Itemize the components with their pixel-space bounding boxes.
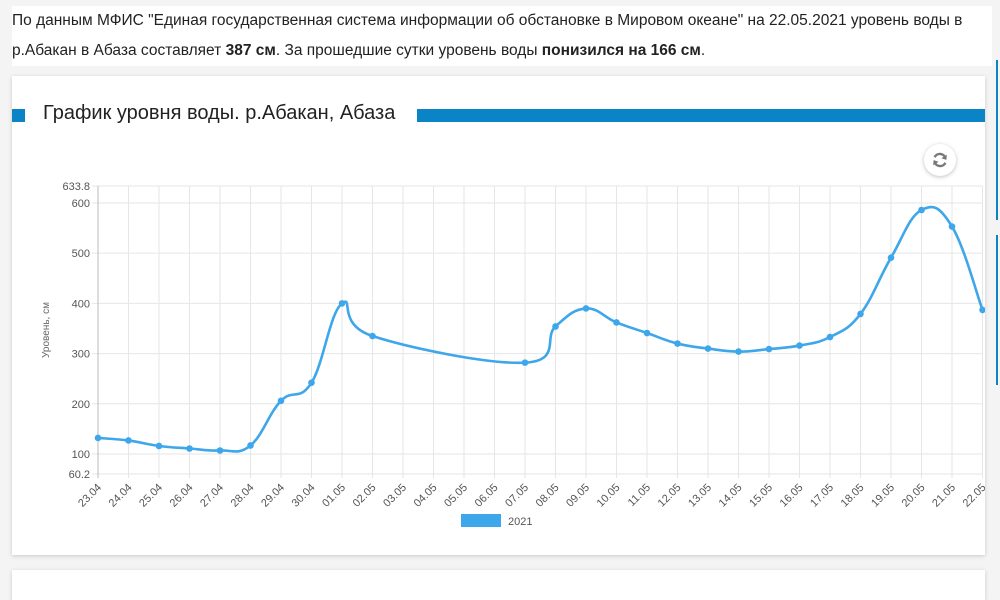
x-tick-label: 18.05 bbox=[839, 482, 867, 510]
x-tick-label: 21.05 bbox=[930, 482, 958, 510]
right-edge-accent-bottom bbox=[996, 235, 998, 385]
x-tick-label: 15.05 bbox=[747, 482, 775, 510]
x-tick-label: 05.05 bbox=[442, 482, 470, 510]
data-point bbox=[369, 332, 376, 340]
data-point bbox=[338, 300, 346, 307]
x-tick-label: 11.05 bbox=[626, 482, 653, 509]
data-point bbox=[308, 379, 315, 387]
data-point bbox=[765, 345, 773, 353]
chart-card: График уровня воды. р.Абакан, Абаза 60.2… bbox=[12, 76, 985, 555]
x-tick-label: 01.05 bbox=[320, 482, 348, 510]
x-tick-label: 09.05 bbox=[564, 482, 592, 510]
x-tick-label: 25.04 bbox=[137, 482, 165, 510]
legend-swatch bbox=[461, 514, 501, 527]
data-point bbox=[552, 323, 559, 330]
x-tick-label: 23.04 bbox=[76, 482, 104, 510]
x-tick-label: 19.05 bbox=[869, 482, 897, 510]
y-tick-label: 60.2 bbox=[69, 469, 90, 481]
x-tick-label: 24.04 bbox=[107, 482, 135, 510]
data-point bbox=[247, 442, 254, 449]
x-tick-label: 29.04 bbox=[259, 482, 287, 510]
x-tick-label: 07.05 bbox=[503, 482, 531, 510]
data-point bbox=[613, 319, 620, 326]
y-tick-label: 100 bbox=[72, 449, 90, 461]
x-tick-label: 27.04 bbox=[198, 482, 226, 510]
x-tick-label: 10.05 bbox=[595, 482, 623, 510]
y-axis-label: Уровень, см bbox=[41, 302, 52, 358]
data-point bbox=[857, 310, 864, 318]
right-edge-accent-top bbox=[996, 60, 998, 220]
data-point bbox=[643, 329, 651, 337]
x-tick-label: 22.05 bbox=[961, 482, 985, 510]
data-point bbox=[887, 254, 895, 261]
data-point bbox=[521, 359, 529, 366]
refresh-button[interactable] bbox=[924, 144, 956, 176]
data-point bbox=[826, 333, 834, 341]
x-tick-label: 04.05 bbox=[412, 482, 440, 510]
y-tick-label: 300 bbox=[72, 349, 90, 361]
series-line bbox=[97, 205, 984, 453]
x-tick-label: 16.05 bbox=[778, 482, 806, 510]
intro-text-middle: . За прошедшие сутки уровень воды bbox=[275, 42, 542, 59]
x-tick-label: 13.05 bbox=[686, 482, 714, 510]
data-point bbox=[918, 206, 925, 214]
x-tick-label: 08.05 bbox=[534, 482, 562, 510]
data-point bbox=[704, 345, 712, 352]
data-point bbox=[796, 342, 803, 349]
x-tick-label: 03.05 bbox=[381, 482, 409, 510]
data-point bbox=[948, 223, 956, 230]
heading-accent-bar bbox=[417, 109, 985, 122]
y-tick-label: 200 bbox=[72, 399, 90, 411]
intro-text-start: По данным МФИС "Единая государственная с… bbox=[12, 12, 963, 59]
data-point bbox=[277, 397, 285, 405]
x-tick-label: 20.05 bbox=[900, 482, 928, 510]
heading-square-marker bbox=[12, 109, 25, 122]
x-tick-label: 17.05 bbox=[808, 482, 836, 510]
x-tick-label: 02.05 bbox=[351, 482, 379, 510]
data-point bbox=[735, 348, 742, 355]
data-point bbox=[582, 305, 590, 312]
data-point bbox=[979, 306, 985, 314]
x-tick-label: 28.04 bbox=[229, 482, 257, 510]
refresh-icon bbox=[933, 152, 947, 168]
x-tick-label: 12.05 bbox=[656, 482, 684, 510]
intro-paragraph: По данным МФИС "Единая государственная с… bbox=[12, 6, 992, 66]
x-tick-label: 14.05 bbox=[717, 482, 745, 510]
x-tick-label: 06.05 bbox=[473, 482, 501, 510]
level-value: 387 см bbox=[225, 42, 276, 59]
y-tick-label: 400 bbox=[72, 298, 90, 310]
data-point bbox=[186, 445, 193, 452]
legend-label: 2021 bbox=[508, 516, 532, 528]
y-tick-label: 633.8 bbox=[62, 181, 90, 193]
chart-heading: График уровня воды. р.Абакан, Абаза bbox=[12, 102, 985, 126]
change-value: понизился на 166 см bbox=[541, 42, 701, 59]
data-point bbox=[155, 442, 163, 450]
data-point bbox=[674, 340, 681, 347]
y-tick-label: 600 bbox=[72, 198, 90, 210]
y-tick-label: 500 bbox=[72, 248, 90, 260]
intro-text-end: . bbox=[700, 42, 706, 59]
water-level-chart: 60.2 100 200 300 400 500 600 633.8 23.04 24.04 25.… bbox=[41, 181, 985, 528]
x-tick-label: 30.04 bbox=[290, 482, 318, 510]
x-tick-label: 26.04 bbox=[168, 482, 196, 510]
chart-card-title: График уровня воды. р.Абакан, Абаза bbox=[43, 102, 396, 124]
data-point bbox=[216, 447, 224, 454]
data-point bbox=[94, 434, 102, 442]
next-card bbox=[12, 570, 985, 600]
data-point bbox=[125, 437, 132, 444]
